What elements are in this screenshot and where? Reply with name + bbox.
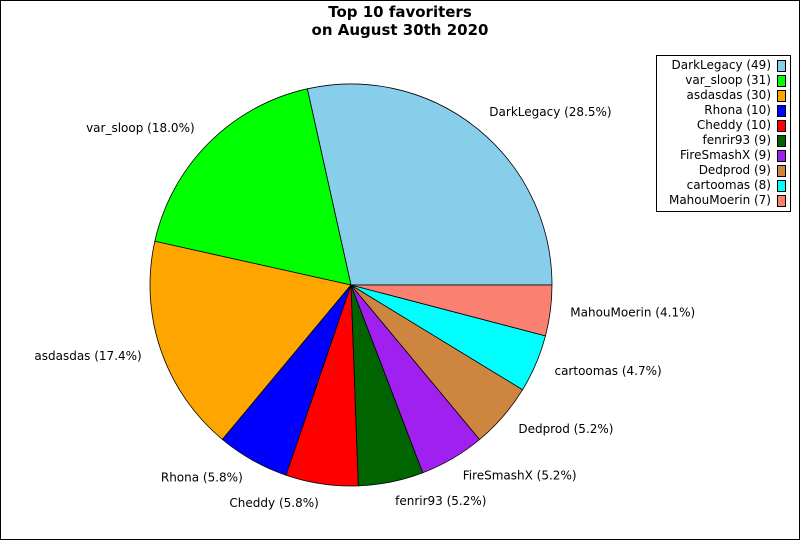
legend-label: cartoomas (8) [686, 178, 771, 192]
legend-item-asdasdas: asdasdas (30) [661, 88, 786, 103]
legend-item-Dedprod: Dedprod (9) [661, 163, 786, 178]
slice-label-asdasdas: asdasdas (17.4%) [34, 349, 141, 363]
slice-label-MahouMoerin: MahouMoerin (4.1%) [570, 306, 695, 320]
slice-label-var_sloop: var_sloop (18.0%) [86, 121, 195, 135]
legend-swatch [777, 179, 786, 192]
legend-swatch [777, 194, 786, 207]
legend-swatch [777, 164, 786, 177]
legend-label: DarkLegacy (49) [671, 58, 771, 72]
slice-label-DarkLegacy: DarkLegacy (28.5%) [489, 105, 611, 119]
pie-slice-MahouMoerin [350, 284, 553, 337]
legend-item-cartoomas: cartoomas (8) [661, 178, 786, 193]
chart-title: Top 10 favoriters on August 30th 2020 [311, 3, 489, 39]
legend-item-DarkLegacy: DarkLegacy (49) [661, 58, 786, 73]
legend-item-Rhona: Rhona (10) [661, 103, 786, 118]
slice-label-fenrir93: fenrir93 (5.2%) [395, 494, 486, 508]
chart-legend: DarkLegacy (49) var_sloop (31) asdasdas (3… [656, 55, 791, 212]
pie-slice-asdasdas [149, 240, 352, 441]
slice-label-Rhona: Rhona (5.8%) [161, 470, 243, 484]
legend-swatch [777, 74, 786, 87]
legend-label: FireSmashX (9) [680, 148, 771, 162]
legend-swatch [777, 149, 786, 162]
pie-slice-var_sloop [154, 88, 352, 286]
legend-label: fenrir93 (9) [702, 133, 772, 147]
legend-label: Dedprod (9) [698, 163, 771, 177]
legend-label: asdasdas (30) [686, 88, 772, 102]
slice-label-Dedprod: Dedprod (5.2%) [518, 422, 613, 436]
legend-label: var_sloop (31) [685, 73, 771, 87]
legend-item-fenrir93: fenrir93 (9) [661, 133, 786, 148]
legend-swatch [777, 89, 786, 102]
legend-label: MahouMoerin (7) [668, 193, 771, 207]
slice-label-Cheddy: Cheddy (5.8%) [229, 496, 318, 510]
legend-swatch [777, 119, 786, 132]
legend-item-var_sloop: var_sloop (31) [661, 73, 786, 88]
legend-item-MahouMoerin: MahouMoerin (7) [661, 193, 786, 208]
pie-slice-DarkLegacy [306, 83, 553, 286]
legend-label: Cheddy (10) [696, 118, 771, 132]
legend-swatch [777, 59, 786, 72]
slice-label-cartoomas: cartoomas (4.7%) [554, 364, 661, 378]
legend-swatch [777, 134, 786, 147]
legend-item-FireSmashX: FireSmashX (9) [661, 148, 786, 163]
legend-item-Cheddy: Cheddy (10) [661, 118, 786, 133]
legend-swatch [777, 104, 786, 117]
slice-label-FireSmashX: FireSmashX (5.2%) [463, 468, 577, 482]
legend-label: Rhona (10) [704, 103, 771, 117]
